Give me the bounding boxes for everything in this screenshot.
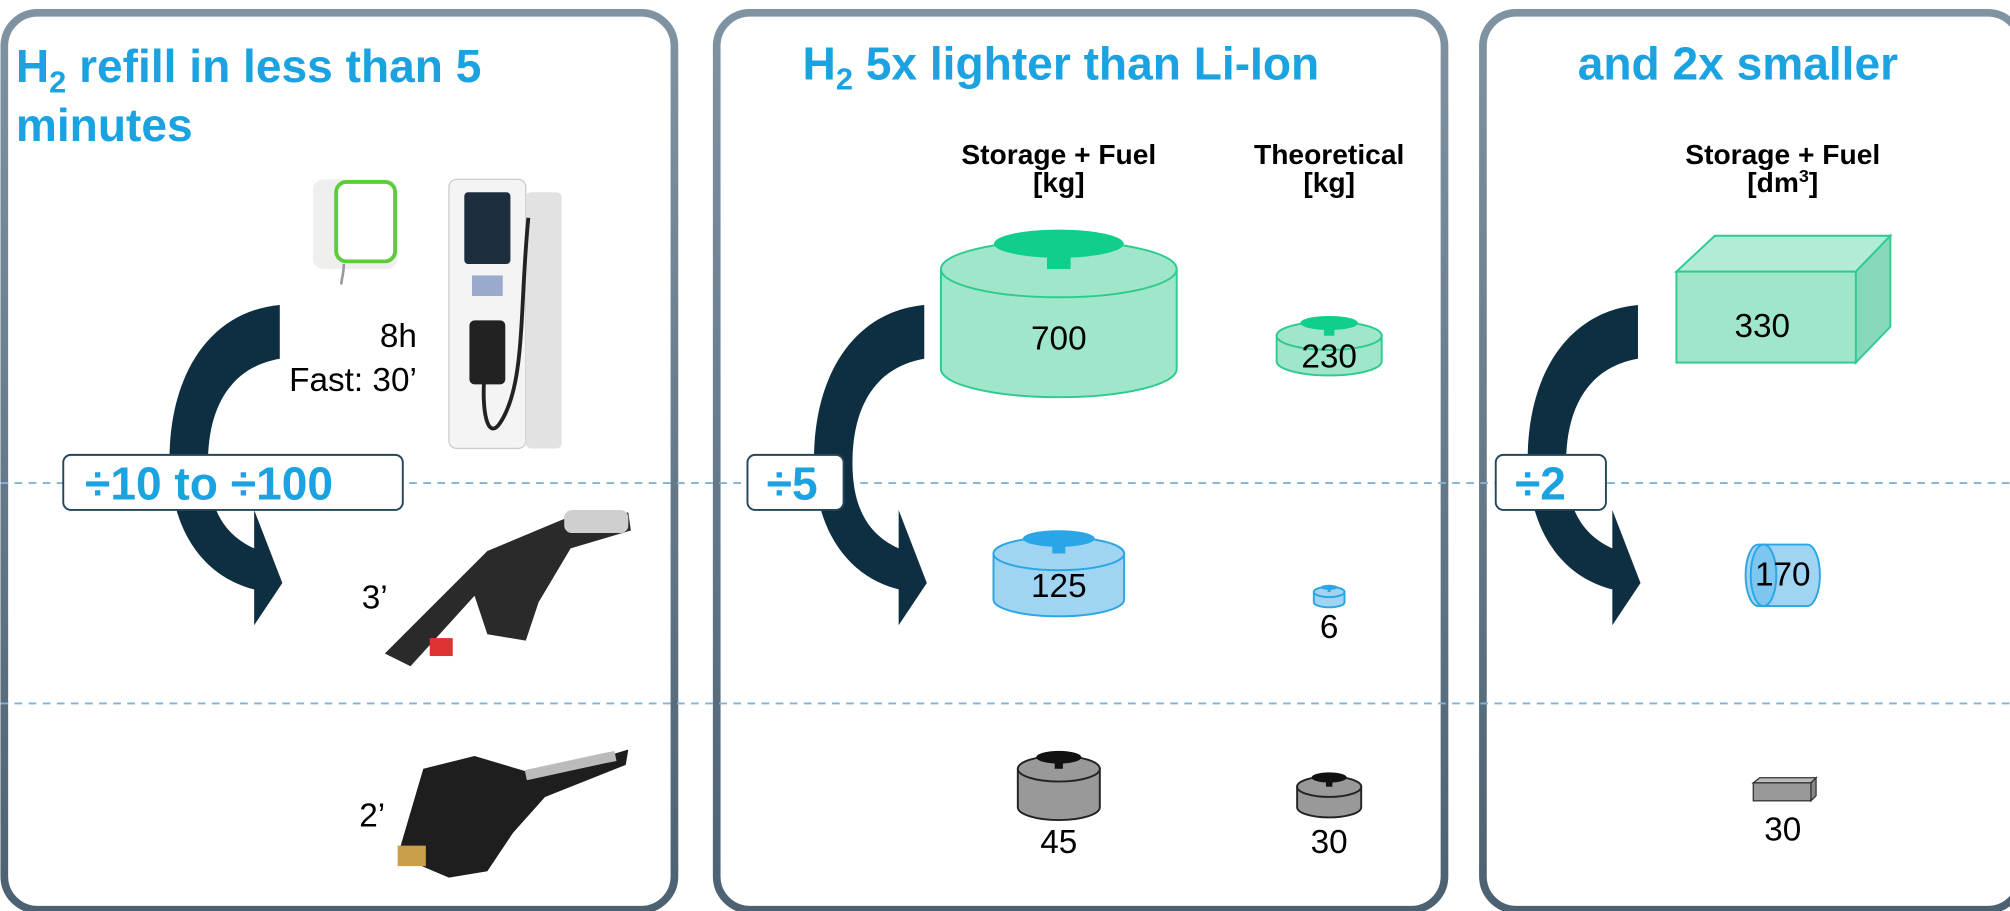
time-label: Fast: 30’	[289, 362, 417, 399]
unit-part: ]	[1809, 166, 1818, 198]
title-part: H	[16, 40, 49, 92]
unit-part: [dm	[1747, 166, 1799, 198]
panel-title: H2 refill in less than 5	[16, 40, 482, 99]
cylinder-lid	[1023, 530, 1095, 547]
cylinder-lid	[1321, 585, 1338, 590]
cylinder-lid	[1036, 751, 1081, 764]
cylinder	[1314, 585, 1345, 608]
value-label: 45	[1040, 824, 1077, 861]
panel-title: minutes	[16, 99, 193, 151]
column-unit: [kg]	[1303, 166, 1355, 198]
title-subscript: 2	[49, 64, 66, 99]
cylinder	[941, 230, 1177, 398]
cylinder-lid	[1312, 772, 1347, 782]
value-label: 170	[1755, 556, 1811, 593]
ratio: ÷2	[1515, 458, 1566, 510]
value-label: 30	[1764, 811, 1801, 848]
time-label: 8h	[380, 318, 417, 355]
time-label: 3’	[362, 580, 388, 617]
value-label: 6	[1320, 609, 1339, 646]
value-label: 30	[1311, 824, 1348, 861]
page: H2 refill in less than 5 minutes ÷10 to …	[0, 0, 2010, 911]
value-label: 700	[1031, 321, 1087, 358]
ratio: ÷5	[767, 458, 818, 510]
column-unit: [kg]	[1033, 166, 1085, 198]
cuboid	[1753, 778, 1816, 801]
title-part: 5x lighter than Li-Ion	[853, 37, 1319, 89]
title-part: refill in less than 5	[66, 40, 481, 92]
charging-station	[449, 179, 562, 448]
title-subscript: 2	[836, 62, 853, 97]
infographic: H2 refill in less than 5 minutes ÷10 to …	[0, 0, 2010, 911]
value-label: 125	[1031, 568, 1087, 605]
unit-superscript: 3	[1799, 166, 1809, 186]
wall-charger	[313, 179, 398, 284]
cylinder-lid	[994, 230, 1124, 258]
panel-title: H2 5x lighter than Li-Ion	[803, 37, 1320, 96]
cylinder-lid	[1300, 316, 1358, 330]
value-label: 330	[1734, 308, 1790, 345]
value-label: 230	[1301, 339, 1357, 376]
cylinder	[1018, 751, 1100, 820]
time-label: 2’	[359, 797, 385, 834]
ratio: ÷10 to ÷100	[85, 458, 333, 510]
panel-title: and 2x smaller	[1578, 37, 1898, 89]
title-part: H	[803, 37, 836, 89]
cylinder	[1297, 772, 1361, 817]
